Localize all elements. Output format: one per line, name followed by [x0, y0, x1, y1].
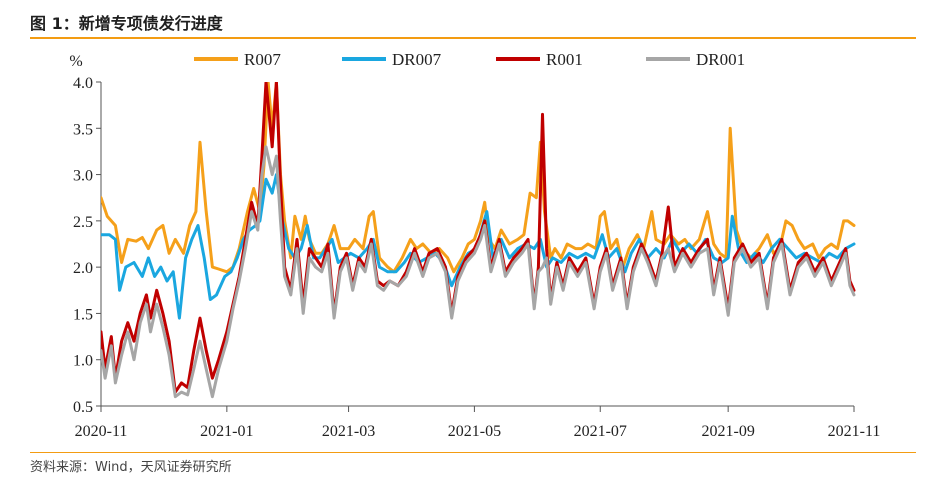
x-tick-label: 2021-01: [200, 423, 253, 440]
plot-area: [101, 82, 856, 399]
y-tick-label: 1.0: [73, 353, 93, 370]
x-tick-label: 2021-11: [828, 423, 881, 440]
legend-label-r007: R007: [244, 50, 281, 69]
title-rule: [30, 37, 916, 39]
y-tick-label: 2.5: [73, 214, 93, 231]
legend-label-dr001: DR001: [696, 50, 745, 69]
x-axis: 2020-11 2021-01 2021-03 2021-05 2021-07 2021-…: [75, 405, 881, 440]
x-tick-label: 2021-03: [322, 423, 375, 440]
x-tick-label: 2021-09: [701, 423, 754, 440]
y-tick-label: 1.5: [73, 306, 93, 323]
y-tick-label: 0.5: [73, 399, 93, 416]
y-axis: 0.5 1.0 1.5 2.0 2.5 3.0 3.5 4.0%: [69, 53, 102, 416]
legend-label-r001: R001: [546, 50, 583, 69]
source-rule: [30, 452, 916, 453]
figure-title: 图 1：新增专项债发行进度: [30, 14, 223, 33]
y-axis-unit: %: [69, 53, 82, 70]
legend-label-dr007: DR007: [392, 50, 442, 69]
x-tick-label: 2020-11: [75, 423, 128, 440]
y-tick-label: 3.0: [73, 168, 93, 185]
x-tick-label: 2021-05: [448, 423, 501, 440]
y-tick-label: 3.5: [73, 121, 93, 138]
y-tick-label: 2.0: [73, 260, 93, 277]
source-note: 资料来源：Wind，天风证券研究所: [30, 460, 232, 475]
chart-legend: R007 DR007 R001 DR001: [194, 50, 745, 69]
series-line-dr001: [101, 145, 856, 399]
y-tick-label: 4.0: [73, 75, 93, 92]
x-tick-label: 2021-07: [574, 423, 627, 440]
series-line-r001: [101, 82, 856, 394]
